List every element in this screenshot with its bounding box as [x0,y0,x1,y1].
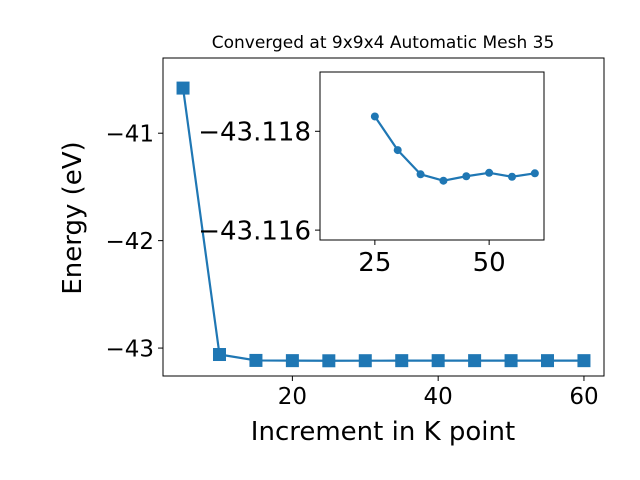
data-point [285,354,299,368]
chart-title: Converged at 9x9x4 Automatic Mesh 35 [212,33,555,53]
data-point [468,354,482,368]
data-point [541,354,555,368]
data-point [530,169,539,178]
inset-background [320,72,544,240]
data-point [176,81,190,95]
data-point [431,354,445,368]
main-plot-frame [162,57,605,377]
y-tick-label: −43.116 [198,216,311,246]
data-point [577,354,591,368]
data-point [416,170,425,179]
x-tick-label: 50 [473,248,506,278]
data-point [358,354,372,368]
x-tick-label: 40 [424,384,453,410]
y-tick-label: −43 [105,336,154,362]
data-point [485,168,494,177]
main-plot: Converged at 9x9x4 Automatic Mesh 35 Ene… [58,33,605,447]
data-point [249,353,263,367]
x-axis-label: Increment in K point [251,417,515,447]
x-tick-label: 20 [278,384,307,410]
x-tick-label: 25 [358,248,391,278]
inset-plot: 25 50 −43.118 −43.116 [198,71,545,278]
inset-ticks: 25 50 −43.118 −43.116 [198,118,505,278]
y-axis-label: Energy (eV) [58,141,88,294]
data-point [504,354,518,368]
main-ticks: 20 40 60 −41 −42 −43 [105,121,598,410]
data-point [370,112,379,121]
data-point [439,176,448,185]
data-point [462,172,471,181]
data-point [212,348,226,362]
data-point [508,172,516,181]
x-tick-label: 60 [569,384,598,410]
data-point [393,146,402,155]
y-tick-label: −42 [105,229,154,255]
inset-plot-frame [319,71,545,241]
data-point [395,354,409,368]
y-tick-label: −41 [105,121,154,147]
y-tick-label: −43.118 [198,118,311,148]
inset-series [370,112,539,185]
main-series [176,81,591,368]
data-point [322,354,336,368]
